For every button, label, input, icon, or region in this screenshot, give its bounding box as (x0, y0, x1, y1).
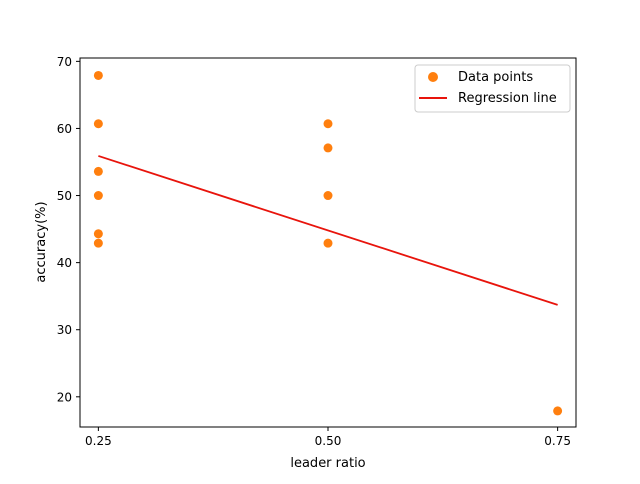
y-tick-label: 60 (57, 122, 72, 136)
data-point (553, 406, 563, 416)
y-tick-label: 30 (57, 323, 72, 337)
x-axis-ticks: 0.25 0.50 0.75 (85, 427, 571, 448)
y-tick-label: 70 (57, 55, 72, 69)
data-point (323, 191, 333, 201)
data-point (93, 166, 103, 176)
data-point (323, 238, 333, 248)
y-tick-label: 50 (57, 189, 72, 203)
plot-frame (79, 57, 577, 428)
legend-box (414, 64, 571, 113)
x-tick-label: 0.50 (315, 434, 342, 448)
y-tick-label: 20 (57, 390, 72, 404)
plot-area (93, 70, 563, 416)
y-tick-label: 40 (57, 256, 72, 270)
data-point (323, 119, 333, 129)
legend-label-data-points: Data points (458, 70, 533, 85)
y-axis-label: accuracy(%) (34, 201, 49, 282)
legend-marker-data-points (428, 72, 438, 82)
legend-label-regression-line: Regression line (458, 91, 557, 106)
data-point (93, 229, 103, 239)
data-point (323, 143, 333, 153)
x-axis-label: leader ratio (290, 456, 365, 471)
data-point (93, 238, 103, 248)
x-tick-label: 0.75 (544, 434, 571, 448)
x-tick-label: 0.25 (85, 434, 112, 448)
y-axis-ticks: 20 30 40 50 60 70 (57, 55, 80, 404)
legend: Data points Regression line (414, 64, 571, 113)
data-point (93, 70, 103, 80)
regression-line (98, 155, 558, 306)
data-point (93, 191, 103, 201)
data-point (93, 119, 103, 129)
